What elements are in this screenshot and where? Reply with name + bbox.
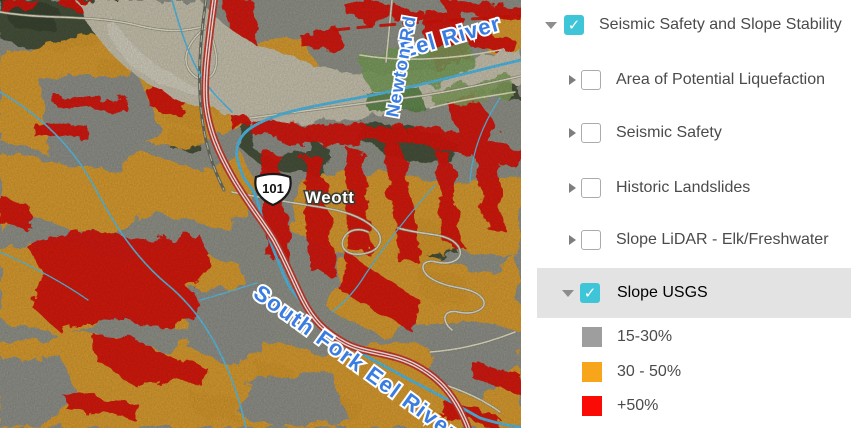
layer-label-seismic-safety[interactable]: Seismic Safety — [616, 124, 722, 141]
layer-row-liquefaction[interactable]: Area of Potential Liquefaction — [537, 63, 825, 97]
layer-label-slope-lidar[interactable]: Slope LiDAR - Elk/Freshwater — [616, 231, 829, 248]
chevron-right-icon[interactable] — [569, 128, 576, 138]
layer-label-slope-usgs[interactable]: Slope USGS — [617, 284, 708, 301]
legend-swatch-orange — [582, 362, 602, 382]
legend-item-50plus: +50% — [537, 394, 658, 418]
checkbox-seismic-safety[interactable] — [581, 123, 601, 143]
chevron-down-icon[interactable] — [545, 21, 557, 29]
legend-item-15-30: 15-30% — [537, 325, 672, 349]
chevron-right-icon[interactable] — [569, 235, 576, 245]
town-label-weott: Weott — [305, 188, 354, 207]
layer-row-slope-lidar[interactable]: Slope LiDAR - Elk/Freshwater — [537, 223, 829, 257]
layer-row-seismic-safety[interactable]: Seismic Safety — [537, 116, 722, 150]
map-svg: Eel River Newton Rd South Fork Eel River… — [0, 0, 521, 428]
legend-label-30-50: 30 - 50% — [617, 363, 682, 380]
checkbox-liquefaction[interactable] — [581, 70, 601, 90]
checkbox-slope-usgs[interactable]: ✓ — [580, 283, 600, 303]
layer-label-historic-landslides[interactable]: Historic Landslides — [616, 179, 751, 196]
checkbox-root[interactable]: ✓ — [564, 15, 584, 35]
layer-label-root[interactable]: Seismic Safety and Slope Stability — [599, 16, 842, 33]
highway-shield-number: 101 — [262, 181, 284, 196]
chevron-right-icon[interactable] — [569, 183, 576, 193]
checkbox-slope-lidar[interactable] — [581, 230, 601, 250]
legend-label-50plus: +50% — [617, 397, 659, 414]
layer-row-slope-usgs-selected[interactable]: ✓ Slope USGS — [537, 268, 851, 318]
us-route-shield-icon — [254, 172, 292, 207]
layer-list-panel: ✓ Seismic Safety and Slope Stability Are… — [537, 0, 851, 428]
map-canvas[interactable]: Eel River Newton Rd South Fork Eel River… — [0, 0, 521, 428]
legend-label-15-30: 15-30% — [617, 328, 673, 345]
highway-101-shield: 101 — [254, 172, 292, 207]
legend-swatch-gray — [582, 327, 602, 347]
layer-row-historic-landslides[interactable]: Historic Landslides — [537, 171, 750, 205]
chevron-right-icon[interactable] — [569, 75, 576, 85]
terrain-texture — [0, 0, 521, 428]
legend-swatch-red — [582, 396, 602, 416]
chevron-down-icon[interactable] — [562, 289, 574, 297]
layer-row-root[interactable]: ✓ Seismic Safety and Slope Stability — [537, 8, 842, 42]
legend-item-30-50: 30 - 50% — [537, 360, 681, 384]
layer-label-liquefaction[interactable]: Area of Potential Liquefaction — [616, 71, 826, 88]
checkbox-historic-landslides[interactable] — [581, 178, 601, 198]
